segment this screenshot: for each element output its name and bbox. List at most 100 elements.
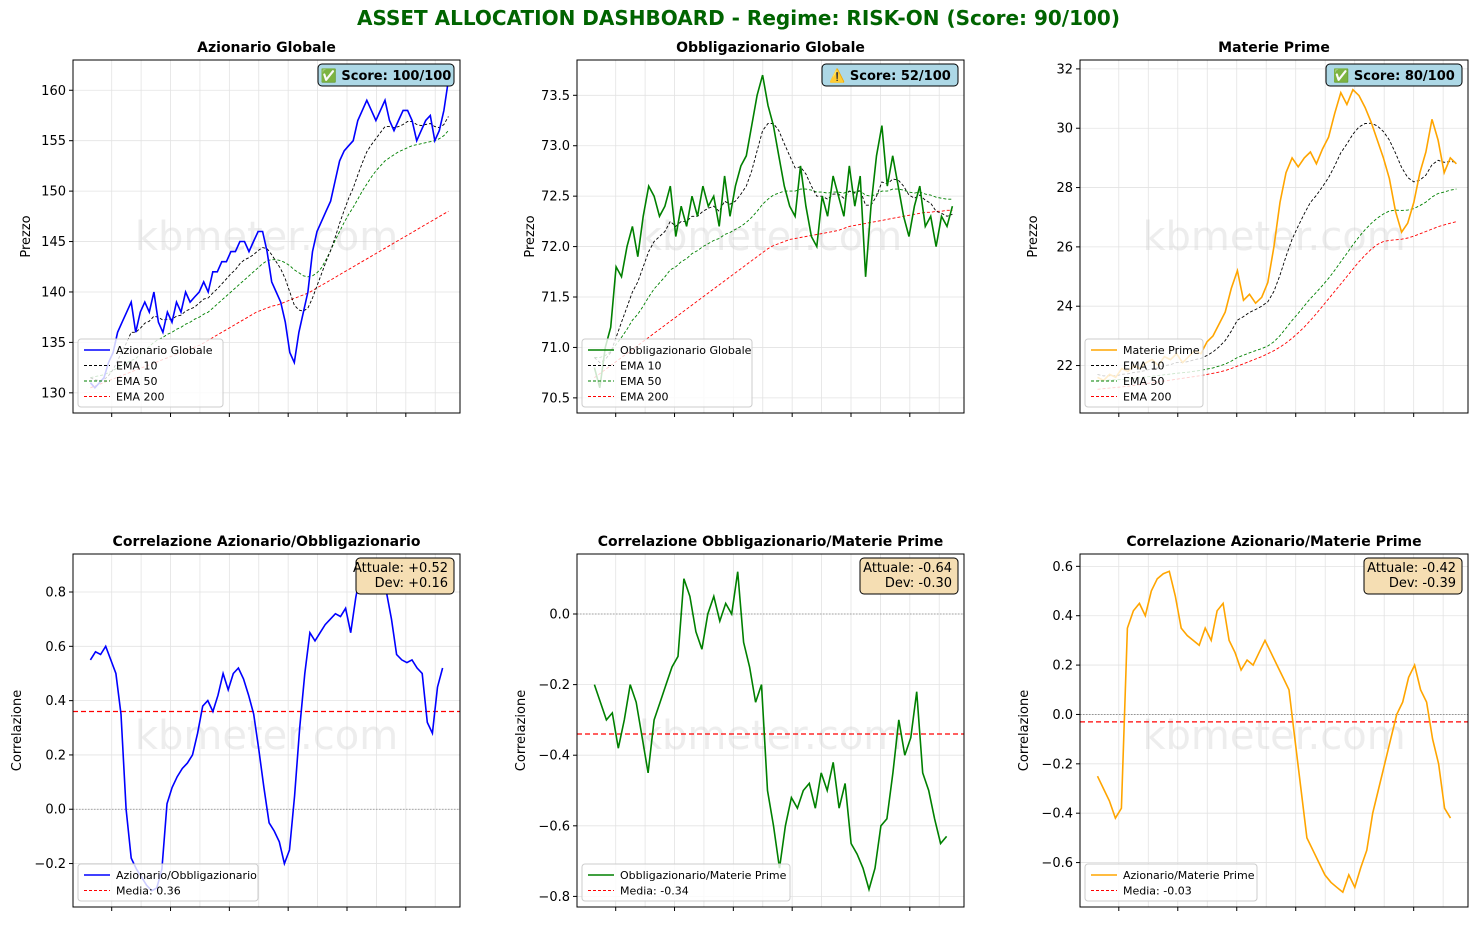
- y-tick-label: 0.4: [1052, 609, 1073, 624]
- grid-lines: [1080, 554, 1468, 907]
- axes-frame: [1079, 59, 1469, 414]
- legend-label: EMA 200: [116, 391, 164, 404]
- panel-obbligazionario-globale: kbmeter.com 70.5 71.0 71.5 72.0 72.5 73.0 73.5 O…: [490, 30, 980, 430]
- legend-box: [581, 863, 791, 902]
- y-tick-label: −0.6: [1041, 856, 1073, 871]
- axes-frame: [72, 59, 461, 414]
- y-tick-label: 0.2: [45, 748, 66, 763]
- legend-box: [581, 338, 753, 408]
- y-axis-label: Prezzo: [523, 215, 538, 257]
- y-tick-label: 28: [1056, 181, 1073, 196]
- series-line-azionario-materie-prime: [1096, 570, 1452, 894]
- panel-title: Obbligazionario Globale: [676, 40, 865, 56]
- y-tick-label: 0.6: [45, 640, 66, 655]
- series-line-ema-50: [90, 130, 449, 379]
- y-tick-label: 32: [1056, 62, 1073, 77]
- score-label: ✅ Score: 80/100: [1333, 68, 1455, 84]
- legend-label: EMA 200: [1123, 391, 1171, 404]
- axes-frame: [72, 553, 461, 908]
- score-badge: [821, 63, 959, 87]
- series-line-azionario-globale: [89, 80, 450, 390]
- stats-line: Attuale: -0.64: [863, 561, 952, 576]
- stats-line: Dev: -0.39: [1389, 576, 1456, 591]
- panel-azionario-globale: kbmeter.com 130 135 140 145 150 155 160 Azionari…: [0, 30, 480, 430]
- watermark: kbmeter.com: [1142, 713, 1405, 759]
- score-label: ⚠️ Score: 52/100: [829, 68, 951, 84]
- series-line-obbligazionario-materie-prime: [593, 571, 948, 893]
- panel-materie-prime: kbmeter.com 22 24 26 28 30 32 Materie Prime Prez…: [995, 30, 1477, 430]
- grid-lines: [73, 60, 460, 413]
- watermark: kbmeter.com: [135, 214, 398, 260]
- y-tick-label: −0.2: [1041, 757, 1073, 772]
- y-tick-label: 160: [41, 84, 66, 99]
- y-tick-label: 140: [41, 285, 66, 300]
- panel-title: Materie Prime: [1218, 40, 1330, 56]
- panel-title: Correlazione Azionario/Obbligazionario: [113, 534, 421, 550]
- y-tick-label: 135: [41, 336, 66, 351]
- legend-label: Materie Prime: [1123, 344, 1200, 357]
- chart-svg: kbmeter.com 22 24 26 28 30 32 Materie Prime Prez…: [1026, 40, 1469, 417]
- y-tick-label: −0.2: [34, 857, 66, 872]
- y-tick-label: 0.8: [45, 586, 66, 601]
- score-label: ✅ Score: 100/100: [321, 68, 452, 84]
- stats-box: [355, 557, 455, 595]
- axes-frame: [576, 553, 965, 908]
- y-tick-label: 130: [41, 386, 66, 401]
- panel-corr-azionario-materie: kbmeter.com −0.6 −0.4 −0.2 0.0 0.2 0.4 0.6 Corre…: [995, 528, 1477, 924]
- legend-label: EMA 50: [116, 375, 157, 388]
- panel-corr-azionario-obbligazionario: kbmeter.com −0.2 0.0 0.2 0.4 0.6 0.8 Correlazio…: [0, 528, 480, 924]
- y-tick-label: 71.0: [541, 341, 570, 356]
- chart-svg: kbmeter.com 70.5 71.0 71.5 72.0 72.5 73.0 73.5 O…: [523, 40, 965, 417]
- series-line-ema-50: [594, 188, 953, 358]
- y-tick-label: 26: [1056, 240, 1073, 255]
- y-axis-label: Correlazione: [10, 690, 25, 771]
- y-tick-label: 73.0: [541, 139, 570, 154]
- watermark: kbmeter.com: [1142, 214, 1405, 260]
- legend-label: EMA 50: [620, 375, 661, 388]
- y-tick-label: −0.2: [538, 678, 570, 693]
- series-line-ema-10: [90, 116, 449, 382]
- y-tick-label: 72.0: [541, 240, 570, 255]
- y-tick-label: 0.0: [1052, 708, 1073, 723]
- y-tick-label: 0.4: [45, 694, 66, 709]
- axes-frame: [1079, 553, 1469, 908]
- panel-title: Azionario Globale: [197, 40, 336, 56]
- legend-label: EMA 200: [620, 391, 668, 404]
- y-tick-label: 0.2: [1052, 659, 1073, 674]
- legend-label: Media: -0.03: [1123, 885, 1192, 898]
- y-tick-label: 73.5: [541, 89, 570, 104]
- y-tick-label: 145: [41, 235, 66, 250]
- panel-title: Correlazione Obbligazionario/Materie Pri…: [598, 534, 943, 550]
- y-tick-label: −0.6: [538, 819, 570, 834]
- stats-line: Attuale: +0.52: [353, 561, 448, 576]
- dashboard-title: ASSET ALLOCATION DASHBOARD - Regime: RIS…: [356, 6, 1120, 30]
- stats-line: Attuale: -0.42: [1367, 561, 1456, 576]
- chart-svg: kbmeter.com 130 135 140 145 150 155 160 Azionari…: [19, 40, 461, 417]
- y-axis-label: Prezzo: [19, 215, 34, 257]
- legend-label: Obbligazionario/Materie Prime: [620, 869, 787, 882]
- legend-label: Azionario/Obbligazionario: [116, 869, 257, 882]
- chart-svg: kbmeter.com −0.8 −0.6 −0.4 −0.2 0.0 Correlazio…: [514, 534, 965, 911]
- legend-label: EMA 10: [116, 360, 157, 373]
- y-axis-label: Correlazione: [514, 690, 529, 771]
- legend-label: Media: 0.36: [116, 885, 181, 898]
- legend-label: Media: -0.34: [620, 885, 689, 898]
- watermark: kbmeter.com: [639, 214, 902, 260]
- y-tick-label: 0.6: [1052, 560, 1073, 575]
- score-badge: [1325, 63, 1463, 87]
- legend-label: EMA 50: [1123, 375, 1164, 388]
- series-line-ema-200: [594, 209, 953, 379]
- y-tick-label: −0.4: [1041, 807, 1073, 822]
- y-tick-label: 0.0: [549, 608, 570, 623]
- stats-line: Dev: -0.30: [885, 576, 952, 591]
- grid-lines: [73, 554, 460, 907]
- legend-label: Azionario/Materie Prime: [1123, 869, 1255, 882]
- legend-box: [77, 863, 259, 902]
- legend-label: EMA 10: [620, 360, 661, 373]
- y-tick-label: 22: [1056, 359, 1073, 374]
- legend-box: [77, 338, 224, 408]
- stats-box: [1363, 557, 1463, 595]
- axes-frame: [576, 59, 965, 414]
- y-tick-label: −0.8: [538, 890, 570, 905]
- chart-svg: kbmeter.com −0.6 −0.4 −0.2 0.0 0.2 0.4 0.6 Corre…: [1017, 534, 1469, 911]
